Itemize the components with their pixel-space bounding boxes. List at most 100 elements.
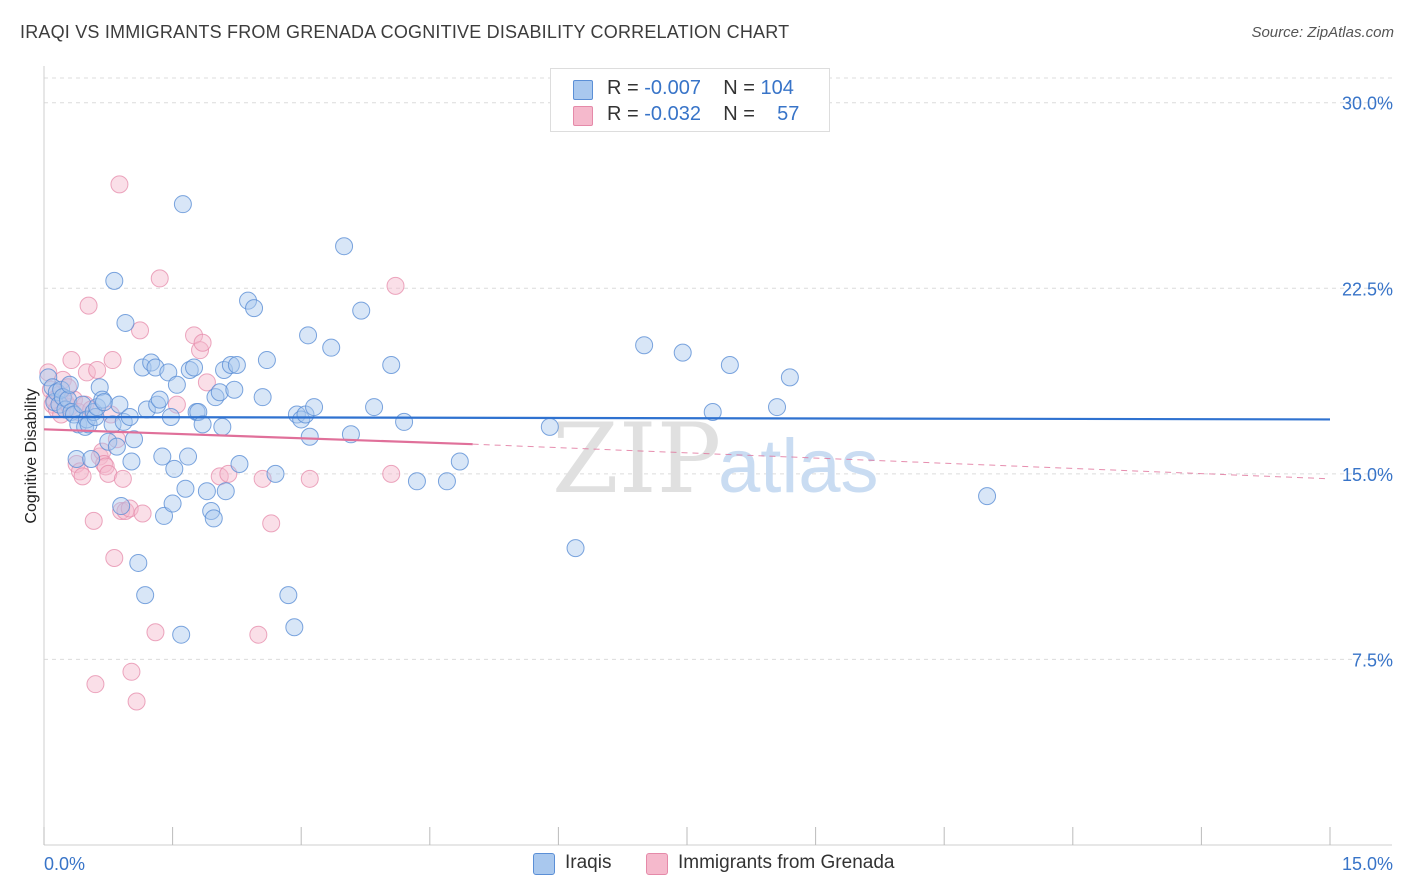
grenada-point bbox=[122, 662, 141, 681]
iraqis-point bbox=[197, 482, 216, 501]
grenada-point bbox=[73, 467, 92, 486]
iraqis-point bbox=[341, 425, 360, 444]
source-note: Source: ZipAtlas.com bbox=[1251, 24, 1394, 41]
grenada-point bbox=[88, 360, 107, 379]
y-tick-label: 30.0% bbox=[1342, 94, 1393, 114]
correlation-legend: R = -0.007 N = 104 R = -0.032 N = 57 bbox=[550, 68, 830, 132]
iraqis-point bbox=[105, 271, 124, 290]
grenada-point bbox=[127, 692, 146, 711]
iraqis-point bbox=[257, 351, 276, 370]
grenada-point bbox=[96, 457, 115, 476]
legend-r-value: -0.032 bbox=[644, 103, 701, 125]
grenada-point bbox=[79, 296, 98, 315]
iraqis-point bbox=[110, 395, 129, 414]
iraqis-point bbox=[125, 430, 144, 449]
legend-r-value: -0.007 bbox=[644, 77, 701, 99]
chart-title: IRAQI VS IMMIGRANTS FROM GRENADA COGNITI… bbox=[20, 22, 790, 42]
iraqis-point bbox=[69, 415, 88, 434]
iraqis-point bbox=[720, 356, 739, 375]
grenada-point bbox=[84, 511, 103, 530]
iraqis-point bbox=[136, 586, 155, 605]
legend-n-value: 104 bbox=[760, 77, 794, 99]
iraqis-trend-line bbox=[43, 415, 1331, 421]
iraqis-point bbox=[230, 454, 249, 473]
iraqis-point bbox=[176, 479, 195, 498]
iraqis-point bbox=[150, 390, 169, 409]
iraqis-point bbox=[703, 403, 722, 422]
iraqis-point bbox=[148, 395, 167, 414]
grenada-point bbox=[105, 548, 124, 567]
series-swatch-iraqis bbox=[533, 853, 555, 875]
legend-row-iraqis: R = -0.007 N = 104 bbox=[551, 75, 829, 103]
grenada-point bbox=[191, 341, 210, 360]
iraqis-point bbox=[300, 427, 319, 446]
iraqis-point bbox=[82, 450, 101, 469]
grenada-point bbox=[86, 675, 105, 694]
iraqis-point bbox=[116, 313, 135, 332]
legend-n-label: N = bbox=[723, 103, 761, 125]
iraqis-point bbox=[216, 482, 235, 501]
iraqis-point bbox=[122, 452, 141, 471]
iraqis-point bbox=[67, 450, 86, 469]
grenada-point bbox=[99, 464, 118, 483]
grenada-point bbox=[62, 351, 81, 370]
iraqis-point bbox=[165, 459, 184, 478]
x-tick-label: 15.0% bbox=[1342, 854, 1393, 874]
iraqis-point bbox=[352, 301, 371, 320]
iraqis-point bbox=[673, 343, 692, 362]
watermark-atlas: atlas bbox=[718, 424, 879, 509]
grenada-point bbox=[197, 373, 216, 392]
legend-row-grenada: R = -0.032 N = 57 bbox=[551, 101, 829, 129]
series-label-iraqis: Iraqis bbox=[565, 852, 612, 873]
grenada-point bbox=[146, 623, 165, 642]
iraqis-point bbox=[163, 494, 182, 513]
iraqis-point bbox=[39, 368, 58, 387]
grenada-point bbox=[110, 175, 129, 194]
grenada-point bbox=[113, 469, 132, 488]
axes bbox=[43, 66, 1392, 846]
iraqis-point bbox=[173, 195, 192, 214]
iraqis-point bbox=[780, 368, 799, 387]
iraqis-point bbox=[60, 375, 79, 394]
legend-stats-iraqis: R = -0.007 N = 104 bbox=[607, 77, 794, 100]
iraqis-point bbox=[133, 358, 152, 377]
iraqis-point bbox=[768, 398, 787, 417]
grenada-point bbox=[249, 625, 268, 644]
watermark-zip: ZIP bbox=[552, 403, 721, 515]
iraqis-point bbox=[299, 326, 318, 345]
trend-lines bbox=[43, 415, 1331, 480]
iraqis-point bbox=[437, 472, 456, 491]
iraqis-point bbox=[382, 356, 401, 375]
iraqis-point bbox=[210, 383, 229, 402]
series-legend: Iraqis Immigrants from Grenada bbox=[0, 852, 1406, 878]
y-tick-label: 22.5% bbox=[1342, 279, 1393, 299]
iraqis-point bbox=[221, 356, 240, 375]
iraqis-point bbox=[227, 356, 246, 375]
grenada-point bbox=[262, 514, 281, 533]
iraqis-point bbox=[239, 291, 258, 310]
grenada-point bbox=[150, 269, 169, 288]
grenada-point bbox=[103, 351, 122, 370]
grenada-point bbox=[133, 504, 152, 523]
watermark: ZIP atlas bbox=[552, 403, 879, 515]
iraqis-point bbox=[167, 375, 186, 394]
iraqis-point bbox=[213, 417, 232, 436]
legend-r-label: R = bbox=[607, 77, 645, 99]
iraqis-point bbox=[253, 388, 272, 407]
iraqis-point bbox=[204, 509, 223, 528]
iraqis-point bbox=[335, 237, 354, 256]
x-tick-label: 0.0% bbox=[44, 854, 85, 874]
legend-stats-grenada: R = -0.032 N = 57 bbox=[607, 103, 799, 126]
series-label-grenada: Immigrants from Grenada bbox=[678, 852, 895, 873]
iraqis-point bbox=[285, 618, 304, 637]
grid-lines bbox=[44, 77, 1392, 660]
iraqis-point bbox=[129, 553, 148, 572]
y-tick-label: 15.0% bbox=[1342, 465, 1393, 485]
tick-labels: 7.5% 15.0% 22.5% 30.0% 0.0% 15.0% bbox=[44, 94, 1393, 874]
iraqis-point bbox=[103, 415, 122, 434]
grenada-trend-line bbox=[43, 428, 473, 446]
iraqis-point bbox=[159, 363, 178, 382]
iraqis-point bbox=[172, 625, 191, 644]
grenada-point bbox=[386, 276, 405, 295]
